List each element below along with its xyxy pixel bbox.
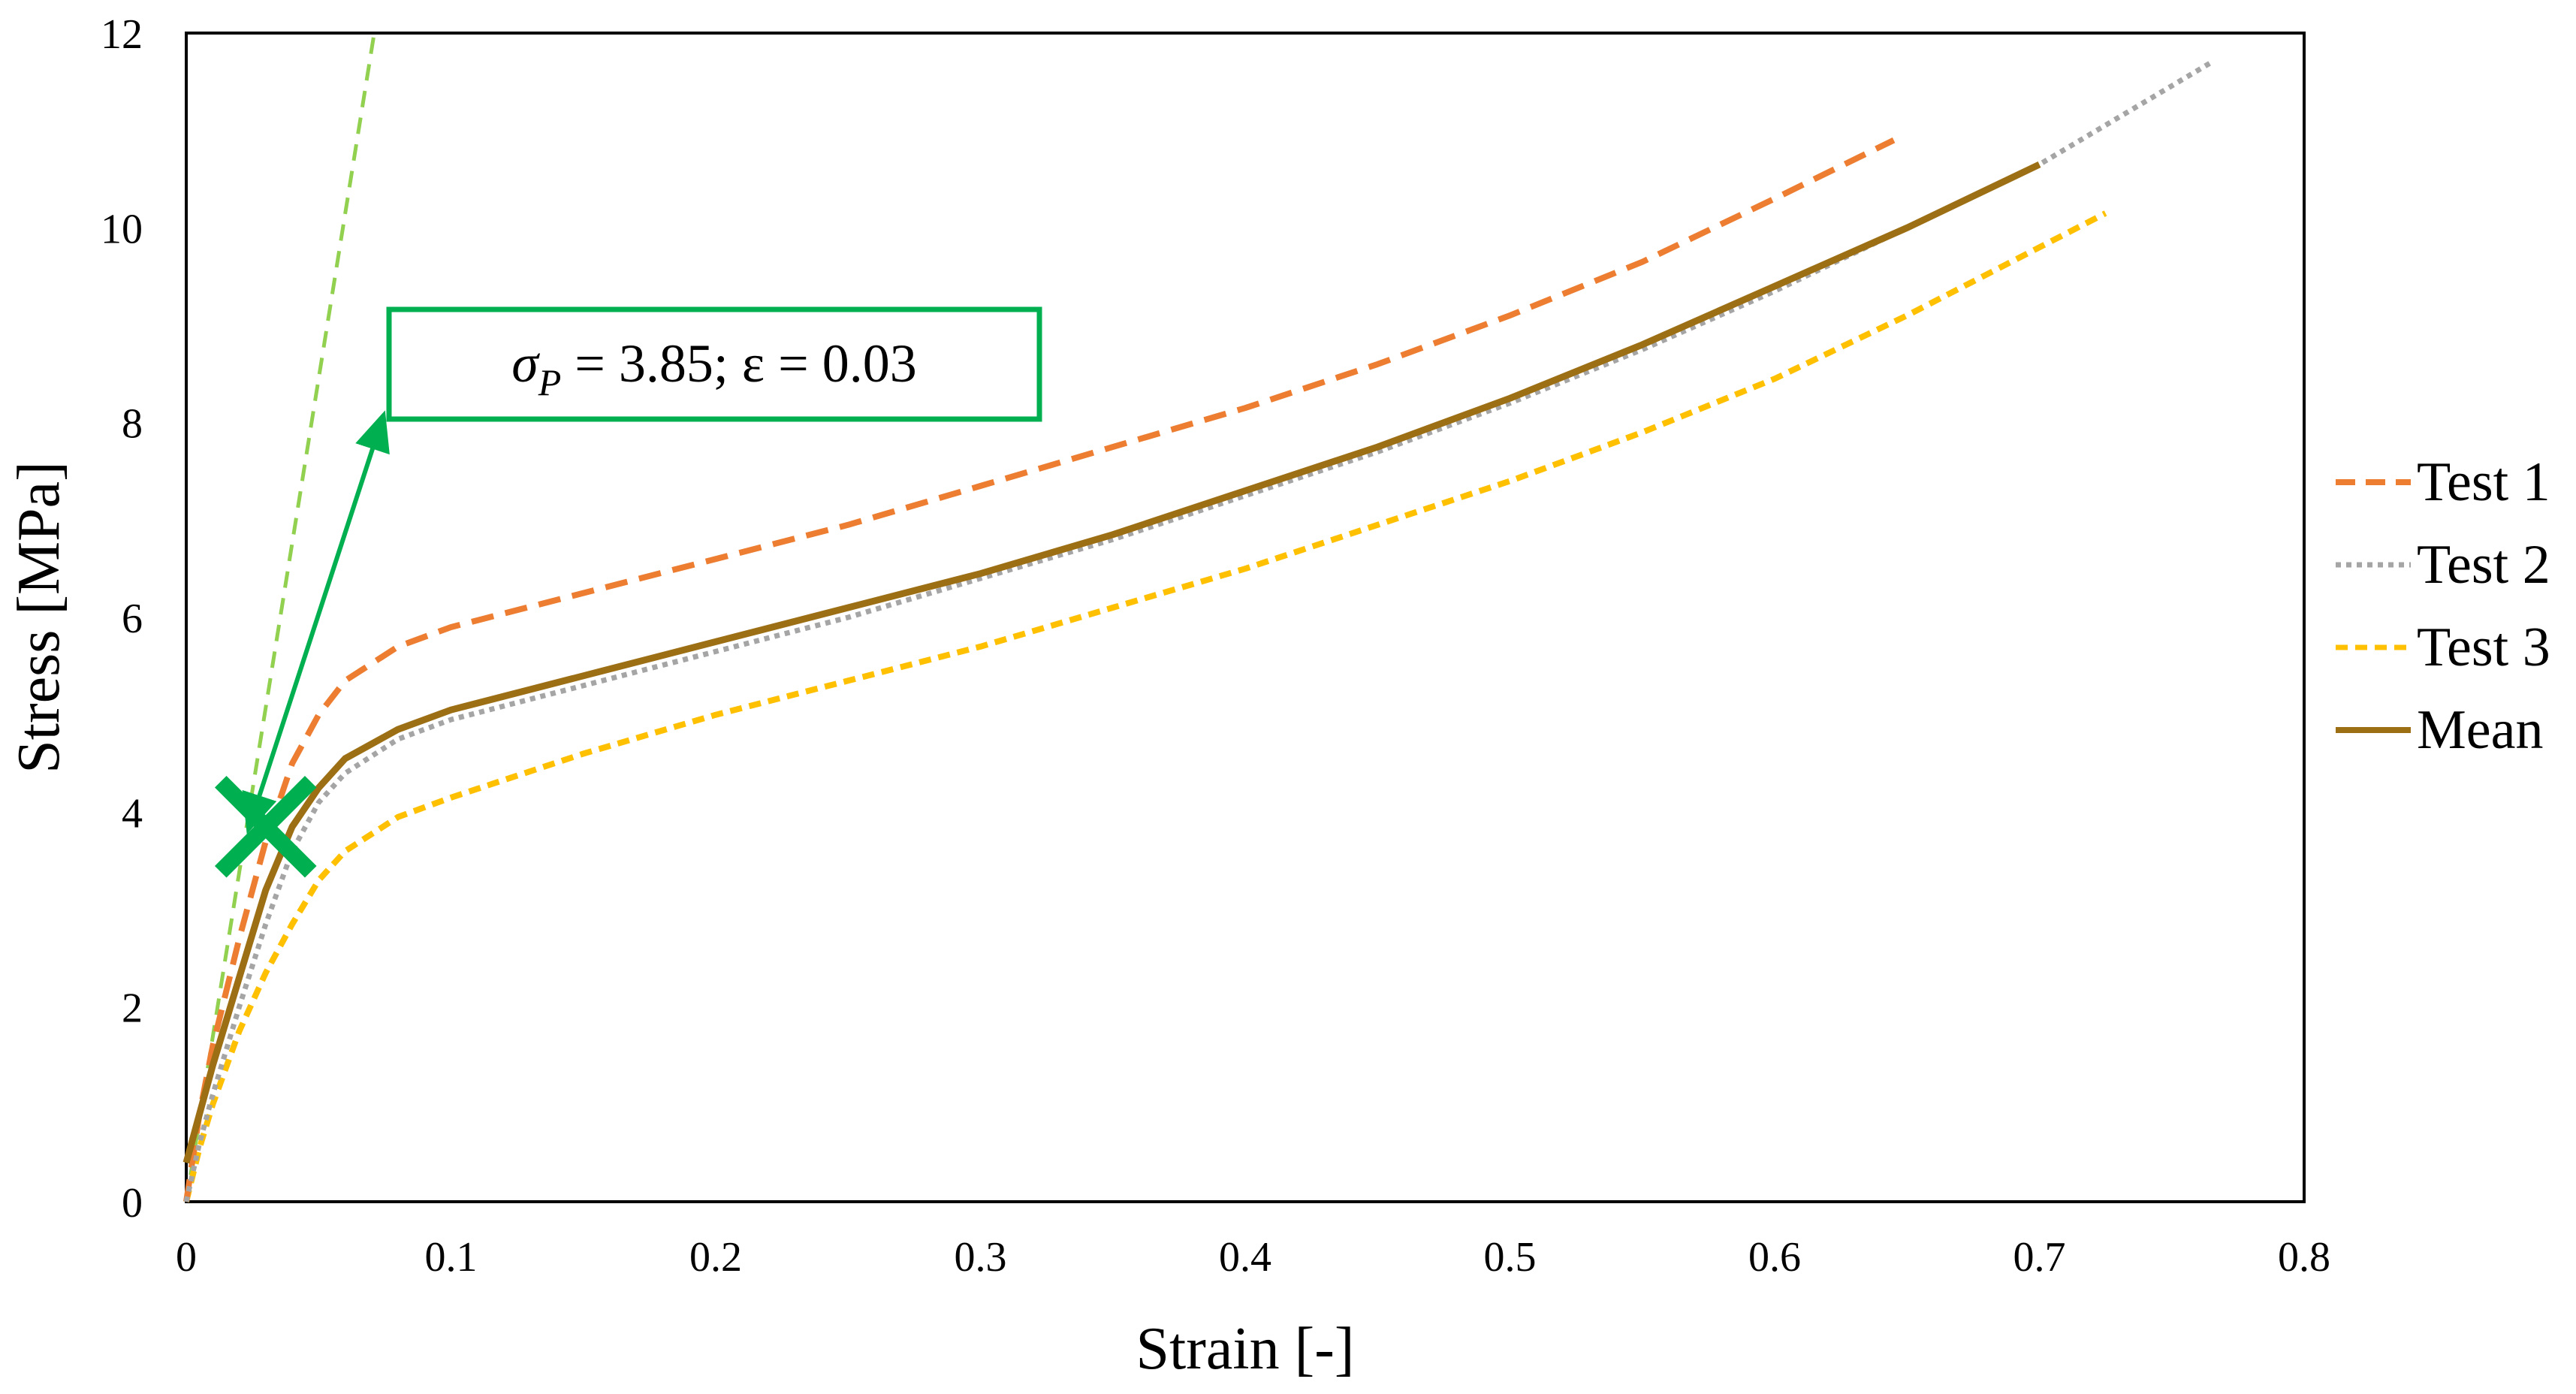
y-tick-label: 6	[122, 596, 143, 642]
series-line-mean	[182, 161, 2041, 1164]
x-tick-label: 0.5	[1484, 1234, 1537, 1281]
y-tick-label: 2	[122, 985, 143, 1032]
x-axis-title: Strain [-]	[1136, 1316, 1354, 1382]
elastic-line-layer	[184, 32, 376, 1202]
annotation-subscript: P	[538, 361, 562, 403]
y-axis-title: Stress [MPa]	[6, 461, 72, 774]
series-line-test-1	[183, 137, 1896, 1202]
x-tick-label: 0.3	[955, 1234, 1007, 1281]
annotation-text: σP = 3.85; ε = 0.03	[511, 333, 917, 403]
y-tick-label: 12	[101, 11, 143, 58]
x-tick-label: 0.2	[689, 1234, 742, 1281]
x-tick-label: 0.1	[425, 1234, 478, 1281]
x-tick-label: 0	[176, 1234, 197, 1281]
annotation-callout: σP = 3.85; ε = 0.03	[242, 306, 1042, 834]
y-tick-label: 4	[122, 790, 143, 837]
legend: Test 1 Test 2 Test 3 Mean	[2336, 451, 2550, 761]
legend-item-test-1: Test 1	[2336, 451, 2550, 513]
x-tick-label: 0.4	[1219, 1234, 1271, 1281]
series-layer	[182, 59, 2213, 1202]
y-tick-label: 10	[101, 206, 143, 252]
legend-item-test-3: Test 3	[2336, 617, 2550, 678]
legend-item-test-2: Test 2	[2336, 534, 2550, 596]
annotation-sigma: σ	[511, 333, 540, 394]
elastic-limit-line	[184, 32, 376, 1202]
legend-item-mean: Mean	[2336, 699, 2544, 761]
x-tick-labels: 0 0.1 0.2 0.3 0.4 0.5 0.6 0.7 0.8	[176, 1234, 2330, 1281]
x-tick-label: 0.8	[2278, 1234, 2330, 1281]
plot-area	[185, 32, 2306, 1203]
x-tick-label: 0.6	[1748, 1234, 1801, 1281]
legend-label-test-1: Test 1	[2417, 451, 2550, 513]
legend-label-mean: Mean	[2417, 699, 2544, 761]
annotation-arrow	[242, 410, 390, 834]
y-tick-labels: 0 2 4 6 8 10 12	[101, 11, 143, 1227]
y-tick-label: 8	[122, 401, 143, 448]
x-tick-label: 0.7	[2013, 1234, 2066, 1281]
series-line-test-2	[183, 59, 2213, 1202]
legend-label-test-2: Test 2	[2417, 534, 2550, 596]
series-line-test-3	[183, 210, 2107, 1202]
annotation-box	[386, 306, 1042, 422]
legend-label-test-3: Test 3	[2417, 617, 2550, 678]
y-tick-label: 0	[122, 1180, 143, 1227]
annotation-rest: = 3.85; ε = 0.03	[561, 333, 916, 394]
